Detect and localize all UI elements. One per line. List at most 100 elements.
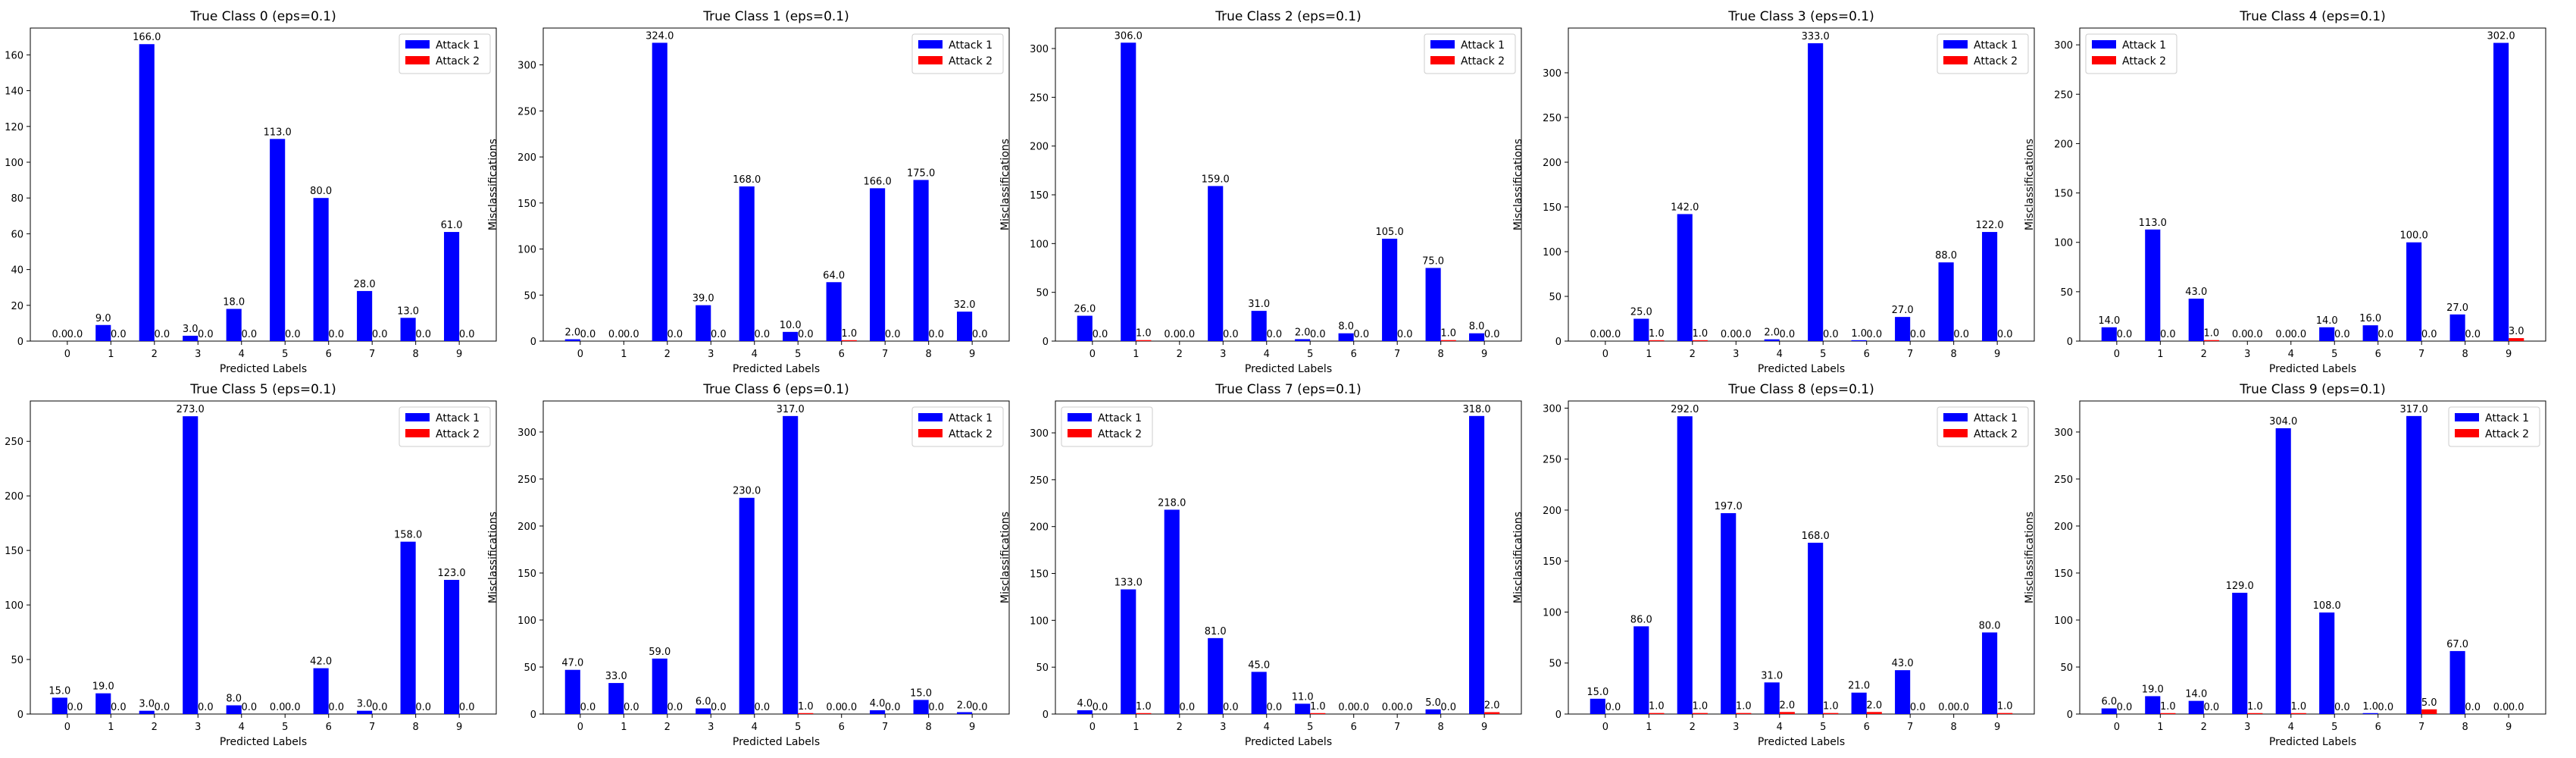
x-tick-label: 4 [1777,722,1783,733]
legend-swatch [1943,413,1968,421]
x-tick-label: 3 [1220,349,1226,360]
subplot-4: True Class 4 (eps=0.1)050100150200250300… [2024,9,2546,375]
x-tick-label: 1 [108,349,114,360]
x-tick-label: 2 [2201,349,2207,360]
attack1-bar [2406,242,2422,341]
attack1-bar [870,188,886,341]
attack2-value-label: 1.0 [1997,701,2013,713]
attack2-value-label: 0.0 [459,329,475,340]
y-tick-label: 150 [2054,568,2073,580]
attack2-value-label: 0.0 [1605,702,1621,713]
attack1-value-label: 43.0 [2185,287,2207,298]
y-tick-label: 250 [1543,113,1562,124]
y-tick-label: 0 [17,709,23,721]
y-tick-label: 300 [1030,44,1049,55]
attack1-value-label: 31.0 [1761,670,1783,681]
y-tick-label: 150 [517,568,536,580]
attack2-value-label: 0.0 [754,702,770,713]
x-axis-label: Predicted Labels [1758,736,1845,748]
legend-label: Attack 2 [2485,428,2529,440]
chart-title: True Class 5 (eps=0.1) [189,382,336,397]
attack1-bar [2145,229,2161,341]
attack2-bar [1310,713,1326,714]
attack2-value-label: 0.0 [1823,329,1839,340]
attack2-value-label: 0.0 [1266,329,1282,340]
attack1-value-label: 6.0 [696,697,711,708]
x-tick-label: 7 [882,349,888,360]
y-tick-label: 0 [17,337,23,348]
x-tick-label: 2 [1690,349,1696,360]
y-tick-label: 300 [517,61,536,72]
attack2-value-label: 1.0 [1440,328,1456,340]
legend-swatch [2455,413,2479,421]
attack2-bar [1692,713,1708,714]
attack1-value-label: 3.0 [183,324,199,335]
x-tick-label: 8 [926,349,932,360]
chart-title: True Class 4 (eps=0.1) [2239,9,2386,24]
x-tick-label: 8 [2462,722,2468,733]
attack2-value-label: 1.0 [841,328,857,340]
attack1-bar [1895,670,1911,714]
x-tick-label: 3 [1733,349,1739,360]
y-tick-label: 100 [1030,239,1049,250]
x-tick-label: 7 [1394,722,1400,733]
attack2-value-label: 1.0 [1136,701,1152,713]
attack1-value-label: 61.0 [441,220,463,231]
x-axis-label: Predicted Labels [2269,363,2356,375]
attack2-bar [1866,712,1882,714]
y-tick-label: 50 [2060,287,2073,299]
y-tick-label: 150 [1543,202,1562,214]
attack2-value-label: 0.0 [2204,702,2220,713]
attack1-bar [870,710,886,714]
x-axis-label: Predicted Labels [733,363,820,375]
legend-label: Attack 2 [949,428,993,440]
attack1-value-label: 318.0 [1462,404,1490,415]
y-tick-label: 200 [517,152,536,164]
x-tick-label: 3 [195,722,201,733]
attack2-value-label: 1.0 [1310,701,1326,713]
legend-label: Attack 1 [2122,39,2166,52]
attack2-value-label: 0.0 [624,329,639,340]
x-tick-label: 8 [1438,722,1444,733]
attack1-bar [1851,692,1867,714]
attack1-bar [1251,672,1267,714]
attack1-bar [2449,650,2465,714]
chart-title: True Class 1 (eps=0.1) [702,9,849,24]
attack2-value-label: 1.0 [2204,328,2220,340]
y-axis-label: Misclassifications [487,139,499,230]
subplot-7: True Class 7 (eps=0.1)050100150200250300… [999,382,1522,748]
attack2-bar [1692,340,1708,341]
x-tick-label: 7 [369,722,375,733]
subplot-1: True Class 1 (eps=0.1)050100150200250300… [487,9,1010,375]
attack2-value-label: 1.0 [1136,328,1152,340]
attack2-value-label: 0.0 [972,702,988,713]
attack1-bar [2319,612,2335,714]
attack1-bar [2188,298,2204,341]
legend: Attack 1 Attack 2 [911,33,1004,74]
attack1-value-label: 33.0 [605,671,627,682]
attack2-value-label: 0.0 [111,702,127,713]
y-axis-label: Misclassifications [1512,139,1524,230]
attack1-value-label: 2.0 [1295,327,1311,338]
y-tick-label: 200 [517,522,536,533]
attack1-value-label: 3.0 [139,699,155,710]
attack1-value-label: 100.0 [2400,230,2428,242]
y-tick-label: 250 [5,437,23,448]
attack2-value-label: 0.0 [1397,329,1413,340]
attack1-bar [1295,339,1311,341]
x-tick-label: 2 [664,722,671,733]
attack1-value-label: 64.0 [823,270,845,281]
x-tick-label: 5 [1307,722,1313,733]
x-tick-label: 8 [413,349,419,360]
attack1-bar [826,282,842,341]
attack1-bar [1764,339,1780,341]
attack2-value-label: 0.0 [667,702,683,713]
attack2-value-label: 0.0 [1736,329,1752,340]
attack1-value-label: 306.0 [1114,30,1143,42]
attack1-bar [1808,43,1824,342]
y-tick-label: 250 [1030,92,1049,104]
legend: Attack 1 Attack 2 [1937,33,2029,74]
attack1-bar [2362,713,2378,714]
attack1-bar [270,139,286,341]
attack1-bar [2101,708,2117,714]
